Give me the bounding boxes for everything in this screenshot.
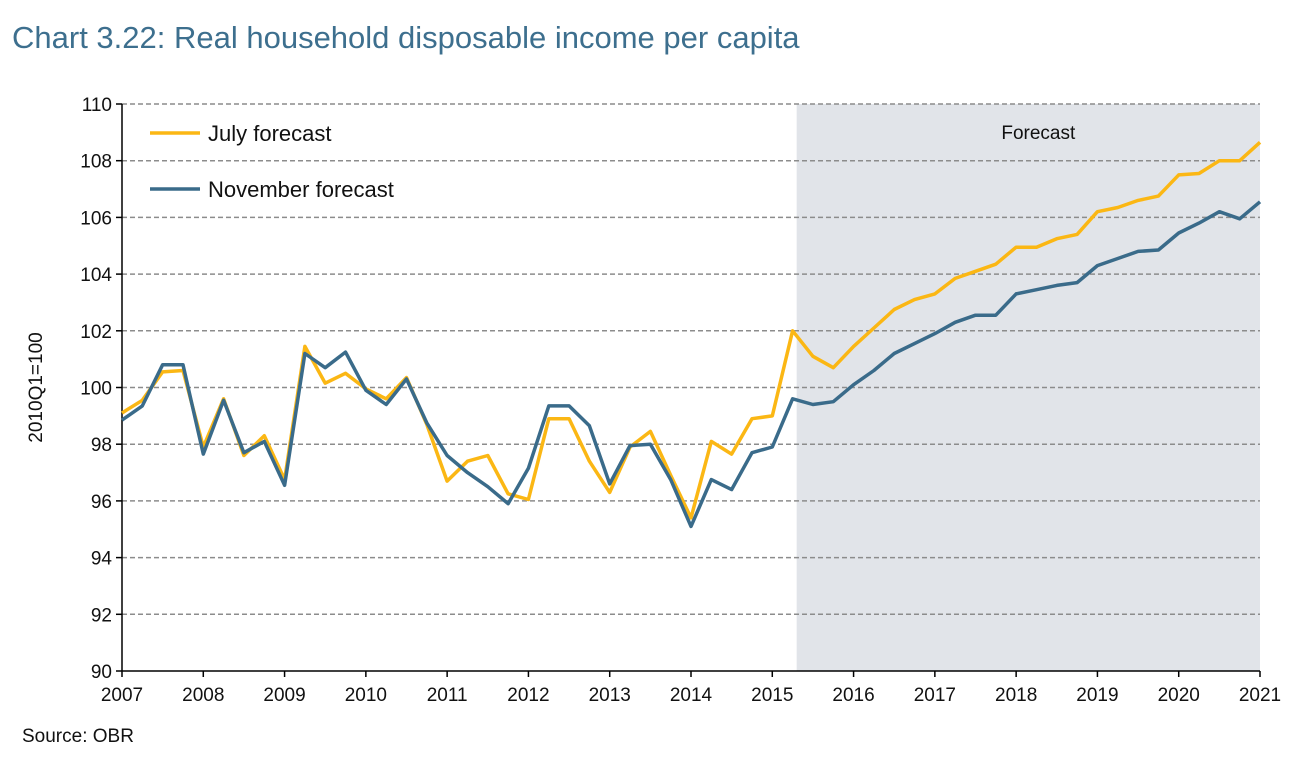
series-line-november (120, 200, 1262, 529)
y-tick-label: 92 (91, 605, 112, 626)
chart-title: Chart 3.22: Real household disposable in… (12, 20, 800, 55)
y-tick-label: 96 (91, 492, 112, 513)
x-tick-label: 2008 (182, 685, 224, 706)
x-tick-label: 2013 (589, 685, 631, 706)
y-tick-label: 108 (80, 152, 112, 173)
y-tick-label: 100 (80, 379, 112, 400)
source-note: Source: OBR (22, 726, 134, 747)
y-tick-label: 104 (80, 265, 112, 286)
x-tick-label: 2009 (263, 685, 305, 706)
x-tick-label: 2017 (914, 685, 956, 706)
y-tick-label: 106 (80, 208, 112, 229)
y-tick-label: 98 (91, 435, 112, 456)
y-tick-label: 110 (82, 95, 112, 116)
x-tick-label: 2007 (101, 685, 143, 706)
x-tick-label: 2015 (751, 685, 793, 706)
x-tick-label: 2018 (995, 685, 1037, 706)
x-tick-label: 2012 (507, 685, 549, 706)
legend-label: July forecast (208, 121, 332, 146)
x-tick-label: 2016 (832, 685, 874, 706)
legend-label: November forecast (208, 177, 394, 202)
x-tick-label: 2019 (1076, 685, 1118, 706)
forecast-label: Forecast (1001, 123, 1076, 144)
x-tick-label: 2014 (670, 685, 713, 706)
y-axis-label: 2010Q1=100 (26, 332, 47, 442)
x-tick-label: 2020 (1158, 685, 1200, 706)
x-tick-label: 2010 (345, 685, 387, 706)
x-tick-label: 2021 (1239, 685, 1281, 706)
y-tick-label: 102 (80, 322, 112, 343)
y-tick-label: 94 (91, 549, 113, 570)
x-tick-label: 2011 (427, 685, 468, 706)
y-tick-label: 90 (91, 662, 112, 683)
